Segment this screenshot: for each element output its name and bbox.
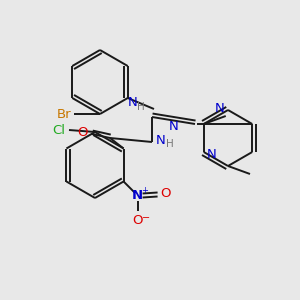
Text: +: + xyxy=(141,186,148,195)
Text: N: N xyxy=(207,148,217,160)
Text: N: N xyxy=(128,96,138,109)
Text: −: − xyxy=(142,212,150,223)
Text: Br: Br xyxy=(57,107,71,121)
Text: N: N xyxy=(156,134,166,146)
Text: O: O xyxy=(160,187,171,200)
Text: O: O xyxy=(132,214,143,227)
Text: N: N xyxy=(132,189,143,202)
Text: O: O xyxy=(78,127,88,140)
Text: H: H xyxy=(166,139,174,149)
Text: N: N xyxy=(215,101,225,115)
Text: H: H xyxy=(137,101,145,112)
Text: N: N xyxy=(169,119,178,133)
Text: Cl: Cl xyxy=(52,124,65,136)
